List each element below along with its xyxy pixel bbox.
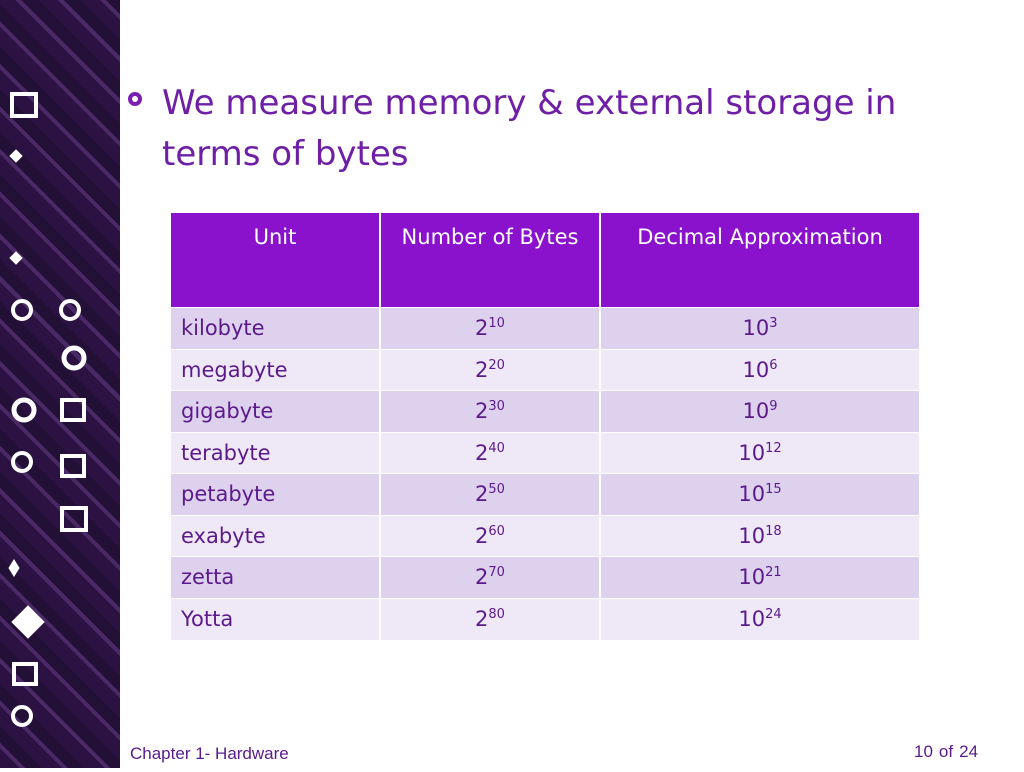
decimal-cell: 109: [600, 390, 921, 432]
decimal-cell: 1015: [600, 473, 921, 515]
decimal-cell: 1021: [600, 556, 921, 598]
table-row: zetta 270 1021: [171, 556, 921, 598]
unit-cell: gigabyte: [171, 390, 381, 432]
bytes-cell: 260: [380, 514, 601, 557]
decimal-cell: 1024: [600, 597, 921, 640]
bytes-cell: 230: [380, 390, 601, 432]
bytes-exponent: 60: [488, 523, 505, 539]
decimal-cell: 1018: [600, 514, 921, 557]
bytes-base: 2: [475, 482, 489, 507]
bytes-cell: 250: [380, 473, 601, 515]
bytes-exponent: 20: [488, 357, 505, 373]
decimal-base: 10: [738, 440, 766, 465]
footer-chapter: Chapter 1- Hardware: [130, 744, 289, 763]
unit-cell: exabyte: [171, 514, 381, 557]
table-row: megabyte 220 106: [171, 348, 921, 391]
bytes-exponent: 70: [488, 565, 505, 581]
decimal-base: 10: [742, 399, 770, 424]
table-row: kilobyte 210 103: [171, 307, 921, 349]
decimal-base: 10: [742, 316, 770, 341]
bytes-cell: 280: [380, 597, 601, 640]
unit-cell: kilobyte: [171, 307, 381, 349]
page-total: 24: [959, 742, 979, 761]
bytes-exponent: 80: [488, 607, 505, 622]
bytes-base: 2: [475, 440, 489, 465]
page-of: of: [938, 742, 954, 761]
sidebar: [0, 0, 120, 768]
decimal-cell: 103: [600, 307, 921, 349]
decimal-cell: 1012: [600, 431, 921, 474]
bytes-exponent: 30: [488, 399, 505, 415]
decimal-exponent: 9: [769, 399, 778, 415]
decimal-base: 10: [738, 523, 766, 548]
table-row: gigabyte 230 109: [171, 390, 921, 432]
bytes-exponent: 10: [488, 316, 505, 332]
bytes-cell: 240: [380, 431, 601, 474]
decimal-exponent: 24: [765, 607, 782, 622]
sidebar-decoration: [8, 92, 88, 727]
decimal-exponent: 12: [765, 440, 782, 456]
bytes-base: 2: [475, 565, 489, 590]
unit-cell: Yotta: [171, 597, 381, 640]
table-row: Yotta 280 1024: [171, 597, 921, 640]
decimal-cell: 106: [600, 348, 921, 391]
table-row: petabyte 250 1015: [171, 473, 921, 515]
unit-cell: megabyte: [171, 348, 381, 391]
footer-page: 10 of 24: [914, 742, 984, 762]
unit-cell: petabyte: [171, 473, 381, 515]
decimal-base: 10: [738, 607, 766, 631]
units-table: Unit Number of Bytes Decimal Approximati…: [171, 213, 921, 640]
bullet-text: We measure memory & external storage in …: [162, 83, 897, 174]
decimal-base: 10: [738, 565, 766, 590]
header-cell: Decimal Approximation: [600, 213, 921, 308]
bytes-exponent: 40: [488, 440, 505, 456]
table-body: kilobyte 210 103 megabyte 220 106 gigabyte 230 1…: [171, 307, 921, 640]
page-number: 10: [914, 742, 933, 761]
bytes-cell: 270: [380, 556, 601, 598]
decimal-exponent: 3: [769, 316, 778, 332]
decimal-exponent: 21: [765, 565, 782, 581]
header-cell: Number of Bytes: [380, 213, 601, 308]
bytes-cell: 210: [380, 307, 601, 349]
decimal-base: 10: [738, 482, 766, 507]
bytes-cell: 220: [380, 348, 601, 391]
bytes-base: 2: [475, 399, 489, 424]
bytes-base: 2: [475, 523, 489, 548]
decimal-base: 10: [742, 357, 770, 382]
bytes-base: 2: [475, 316, 489, 341]
decimal-exponent: 6: [769, 357, 778, 373]
table-row: exabyte 260 1018: [171, 514, 921, 557]
bytes-base: 2: [475, 607, 489, 631]
header-cell: Unit: [171, 213, 381, 308]
table-row: terabyte 240 1012: [171, 431, 921, 474]
unit-cell: terabyte: [171, 431, 381, 474]
decimal-exponent: 15: [765, 482, 782, 498]
bytes-exponent: 50: [488, 482, 505, 498]
unit-cell: zetta: [171, 556, 381, 598]
bullet-marker: [128, 92, 142, 106]
decimal-exponent: 18: [765, 523, 782, 539]
bytes-base: 2: [475, 357, 489, 382]
